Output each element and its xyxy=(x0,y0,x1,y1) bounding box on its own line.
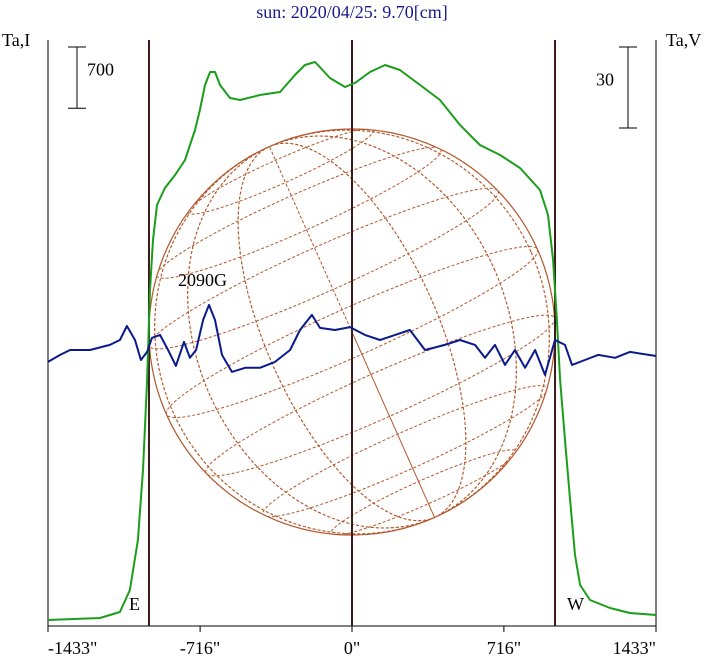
y2-axis-label: Ta,V xyxy=(666,30,701,50)
limb-label: W xyxy=(567,594,584,614)
x-tick-label: -716" xyxy=(180,638,220,658)
y-axis-label: Ta,I xyxy=(2,30,30,50)
x-tick-label: 0" xyxy=(344,638,360,658)
x-tick-label: 716" xyxy=(487,638,521,658)
series-line xyxy=(47,61,657,621)
limb-label: E xyxy=(129,594,140,614)
y2-scale-bar-label: 30 xyxy=(596,70,614,90)
chart-title: sun: 2020/04/25: 9.70[cm] xyxy=(256,2,448,22)
series-line xyxy=(47,303,657,376)
annotation: 2090G xyxy=(178,270,227,290)
x-tick-label: 1433" xyxy=(613,638,656,658)
x-tick-label: -1433" xyxy=(48,638,97,658)
y-scale-bar-label: 700 xyxy=(87,60,114,80)
